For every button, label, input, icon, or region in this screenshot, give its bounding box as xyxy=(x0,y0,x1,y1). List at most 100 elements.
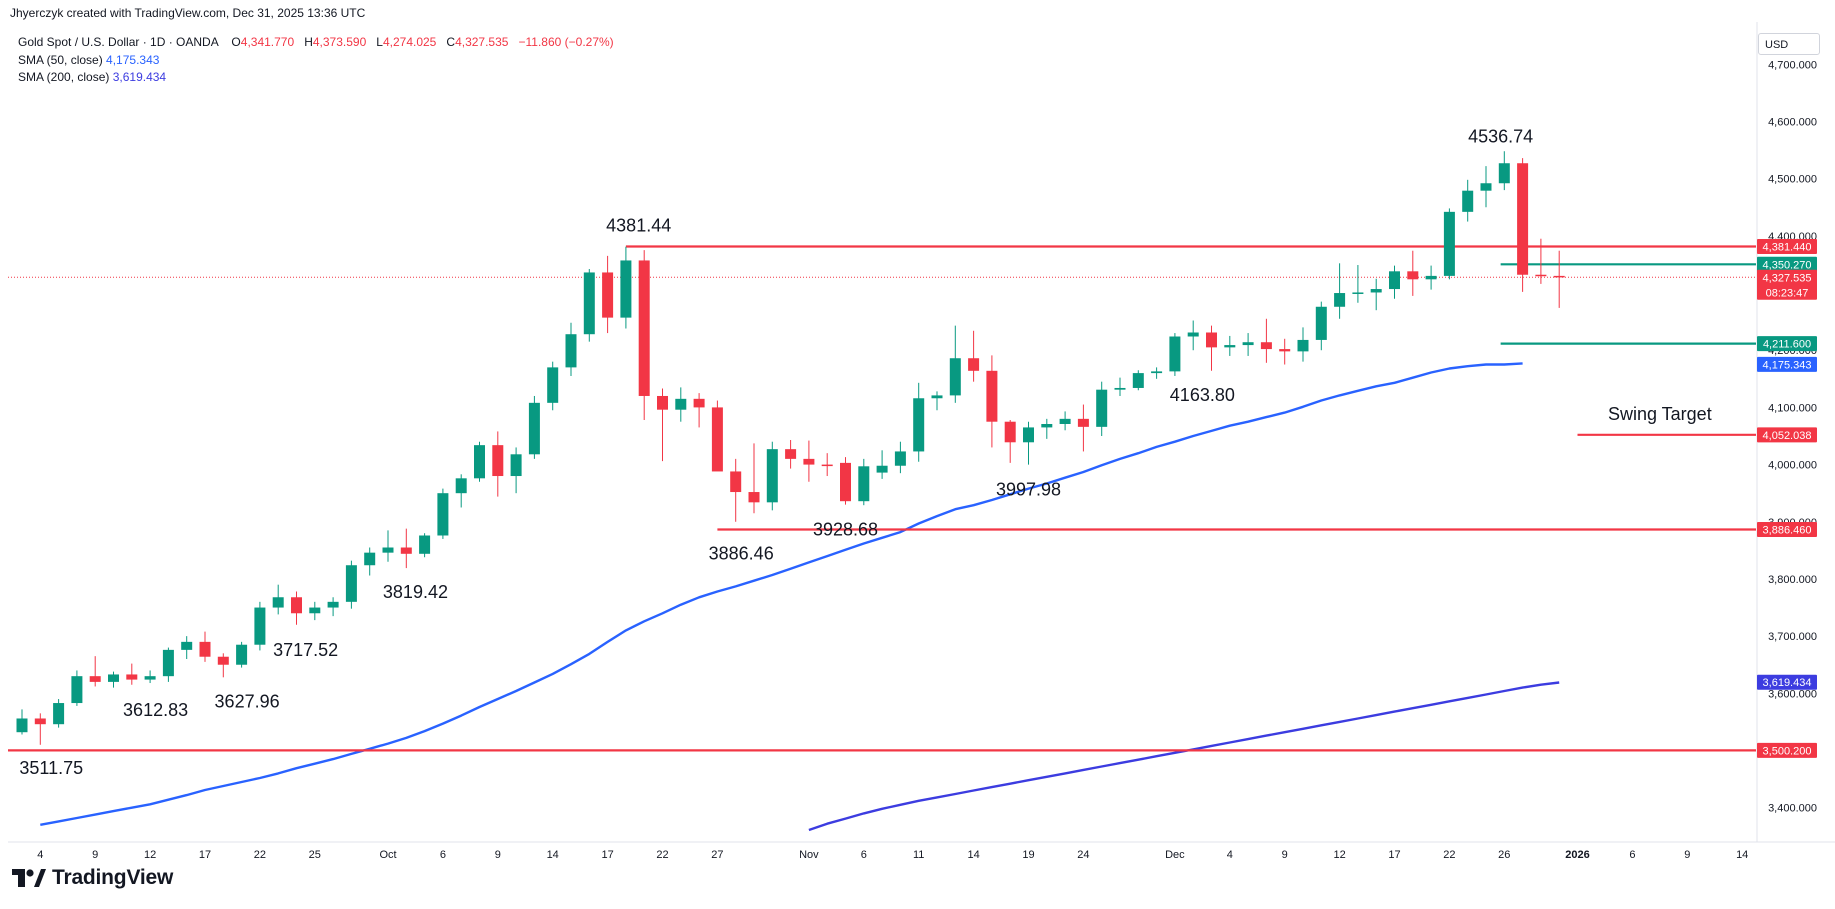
candle xyxy=(345,560,357,609)
price-tag-last: 4,327.535 08:23:47 xyxy=(1757,269,1817,300)
candle xyxy=(272,584,284,615)
legend-open-label: O xyxy=(231,35,241,49)
price-tag-resistance-4381: 4,381.440 xyxy=(1757,238,1817,254)
price-tick-label: 4,600.000 xyxy=(1768,116,1817,128)
candle-body xyxy=(1187,332,1199,337)
candle xyxy=(1315,301,1327,351)
candle xyxy=(126,663,138,685)
candle xyxy=(291,591,302,625)
candle xyxy=(1077,404,1089,452)
candle xyxy=(638,250,650,420)
candle-body xyxy=(309,607,321,614)
legend-sma200-row[interactable]: SMA (200, close) 3,619.434 xyxy=(18,69,614,87)
time-tick-label: 26 xyxy=(1498,849,1510,861)
legend-high: 4,373.590 xyxy=(312,35,367,49)
candle xyxy=(162,647,174,682)
price-annotation: 4381.44 xyxy=(606,215,671,235)
price-tag-sma-1-label: 3,619.434 xyxy=(1763,677,1812,689)
candle-body xyxy=(894,451,906,466)
sma50-line xyxy=(40,362,1523,826)
candle-body xyxy=(1096,389,1108,427)
candle-body xyxy=(419,535,431,554)
candle xyxy=(71,670,83,706)
candle-body xyxy=(1462,190,1474,212)
price-tag-sma-0-label: 4,175.343 xyxy=(1763,359,1812,371)
candle-body xyxy=(840,462,851,502)
tradingview-brand[interactable]: TradingView xyxy=(12,866,173,890)
candle xyxy=(1114,377,1126,396)
price-tag-green-4211-bg xyxy=(1757,336,1817,352)
candle xyxy=(16,709,28,735)
candle xyxy=(236,641,248,668)
legend-sma50-value: 4,175.343 xyxy=(106,52,160,67)
candle-body xyxy=(1242,342,1254,346)
time-tick-label: 17 xyxy=(1388,849,1400,861)
price-tag-green-4211-label: 4,211.600 xyxy=(1763,339,1811,351)
legend-sma50-row[interactable]: SMA (50, close) 4,175.343 xyxy=(18,52,614,70)
price-tag-sma-0: 4,175.343 xyxy=(1757,356,1817,372)
candle xyxy=(1151,367,1163,379)
candle-body xyxy=(1132,373,1144,388)
time-tick-label: 25 xyxy=(309,849,321,861)
candle xyxy=(565,322,577,376)
candle xyxy=(1334,263,1346,319)
candle xyxy=(1553,250,1565,308)
time-tick-label: 9 xyxy=(1282,849,1288,861)
candle xyxy=(547,361,559,411)
time-tick-label: 17 xyxy=(601,849,613,861)
candle-body xyxy=(528,402,540,455)
candle-body xyxy=(345,565,357,602)
candle xyxy=(1297,327,1309,362)
candle xyxy=(1370,278,1382,311)
time-tick-label: 4 xyxy=(1227,849,1233,861)
candle-body xyxy=(1389,271,1400,290)
price-tag-green-4350-label: 4,350.270 xyxy=(1763,259,1812,271)
candle-body xyxy=(1480,183,1492,191)
legend-low: 4,274.025 xyxy=(382,35,437,49)
legend-symbol-row[interactable]: Gold Spot / U.S. Dollar · 1D · OANDA O4,… xyxy=(18,34,614,52)
candle xyxy=(1059,411,1071,431)
price-tick-label: 4,000.000 xyxy=(1768,460,1817,472)
candle-body xyxy=(510,454,522,477)
candle-body xyxy=(1498,163,1510,184)
candle xyxy=(1279,338,1291,365)
candle-body xyxy=(785,449,797,459)
time-tick-label: 14 xyxy=(547,849,559,861)
candle xyxy=(528,395,540,459)
candle-body xyxy=(1407,271,1419,280)
time-tick-label: 17 xyxy=(199,849,211,861)
candle xyxy=(1224,335,1236,356)
candle-body xyxy=(986,370,998,422)
currency-selector[interactable]: USD xyxy=(1758,33,1820,55)
candle-body xyxy=(1553,275,1565,278)
candle-body xyxy=(455,478,467,494)
price-annotation: 3928.68 xyxy=(813,519,878,539)
candle-body xyxy=(236,644,248,665)
candle xyxy=(766,441,778,511)
time-tick-label: 24 xyxy=(1077,849,1089,861)
legend-open: 4,341.770 xyxy=(240,35,295,49)
candle xyxy=(1517,158,1529,292)
candle-body xyxy=(711,407,723,472)
price-annotation: Swing Target xyxy=(1608,404,1712,424)
candle xyxy=(858,458,870,506)
price-tag-support-3500: 3,500.200 xyxy=(1757,742,1817,758)
time-tick-label: Nov xyxy=(799,849,819,861)
time-tick-label: 6 xyxy=(440,849,446,861)
candle xyxy=(1407,250,1419,296)
time-tick-label: Dec xyxy=(1165,849,1185,861)
candle xyxy=(1480,166,1492,208)
candle xyxy=(199,631,211,662)
candle-body xyxy=(53,703,65,725)
legend-title: Gold Spot / U.S. Dollar · 1D · OANDA xyxy=(18,35,219,49)
candle-body xyxy=(1315,306,1327,340)
candle xyxy=(217,653,229,678)
candle xyxy=(986,355,998,448)
candle-body xyxy=(1023,427,1034,443)
price-tag-sma-0-bg xyxy=(1757,356,1817,372)
time-tick-label: 11 xyxy=(913,849,924,861)
candle-body xyxy=(620,260,632,318)
candle xyxy=(1169,333,1181,376)
candle xyxy=(748,443,760,514)
